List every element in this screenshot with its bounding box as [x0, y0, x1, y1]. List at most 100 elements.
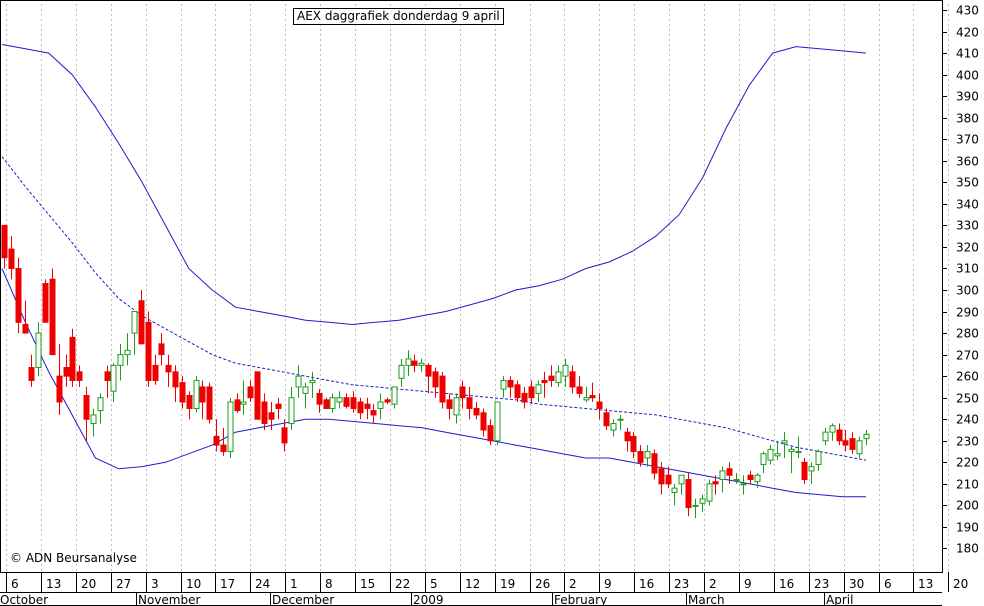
x-tick-label: 16	[779, 577, 794, 591]
candle-body-down	[630, 435, 637, 453]
candle-body-down	[603, 412, 610, 427]
candle-body-down	[801, 461, 808, 481]
candle	[589, 382, 596, 402]
candle	[446, 393, 453, 420]
candle	[576, 376, 583, 398]
y-tick-label: 270	[956, 349, 979, 363]
candle-body-down	[446, 399, 453, 409]
candle-body-down	[726, 468, 733, 476]
candle	[829, 423, 836, 441]
candle-body-down	[213, 435, 220, 446]
candle-body-up	[706, 483, 713, 502]
candle-body-down	[199, 386, 206, 403]
candle	[548, 365, 555, 387]
candle	[658, 462, 665, 495]
candle	[343, 393, 350, 409]
candle-body-down	[254, 371, 261, 420]
y-tick-label: 420	[956, 26, 979, 40]
candle	[562, 358, 569, 387]
candle-body-up	[733, 479, 740, 482]
candle-body-down	[165, 364, 172, 373]
candle	[781, 432, 788, 458]
candle	[152, 354, 159, 385]
candle-body-down	[473, 407, 480, 416]
candle	[179, 376, 186, 409]
candle-body-up	[767, 448, 774, 461]
candle	[22, 300, 29, 334]
candle	[254, 371, 261, 420]
candle	[603, 408, 610, 430]
candle-body-down	[42, 283, 49, 323]
candle	[815, 449, 822, 471]
candle	[500, 376, 507, 398]
candle-body-up	[692, 504, 699, 507]
candle-body-up	[610, 423, 617, 431]
candle-body-down	[275, 403, 282, 409]
candle	[186, 391, 193, 420]
candle-body-down	[459, 386, 466, 399]
candle-body-up	[240, 401, 247, 405]
candle-body-down	[206, 386, 213, 420]
y-tick-label: 340	[956, 198, 979, 212]
candle	[117, 343, 124, 381]
candle	[747, 470, 754, 484]
candle-body-up	[97, 397, 104, 412]
candle-body-up	[760, 453, 767, 465]
candle	[617, 414, 624, 430]
y-tick-label: 350	[956, 176, 979, 190]
candle-body-up	[418, 362, 425, 366]
candle	[35, 322, 42, 377]
candle-body-down	[281, 427, 288, 444]
candle	[719, 466, 726, 493]
candle-body-down	[548, 375, 555, 381]
candle	[336, 391, 343, 409]
bollinger-bands	[1, 44, 867, 498]
x-month-label: March	[688, 593, 725, 606]
candle-body-down	[220, 444, 227, 453]
candle	[302, 382, 309, 409]
candle	[288, 386, 295, 430]
candle-body-up	[829, 425, 836, 433]
candle-body-up	[583, 397, 590, 401]
candle	[63, 354, 70, 387]
y-tick-label: 390	[956, 90, 979, 104]
y-tick-label: 230	[956, 435, 979, 449]
candle-body-up	[774, 453, 781, 457]
candle-body-up	[193, 379, 200, 409]
candle-body-down	[49, 278, 56, 356]
candle-body-down	[589, 395, 596, 399]
candle-body-down	[466, 397, 473, 409]
candle-body-down	[152, 364, 159, 381]
candle	[712, 475, 719, 495]
candle	[131, 311, 138, 355]
y-tick-label: 310	[956, 262, 979, 276]
candle	[97, 393, 104, 424]
candle	[630, 432, 637, 458]
candle	[247, 380, 254, 402]
candle	[788, 445, 795, 474]
x-tick-label: 5	[430, 577, 438, 591]
y-tick-label: 240	[956, 413, 979, 427]
x-tick-label: 13	[46, 577, 61, 591]
y-tick-label: 180	[956, 542, 979, 556]
candle-body-down	[1, 224, 8, 259]
candle-body-down	[541, 379, 548, 384]
candle-body-down	[179, 382, 186, 403]
candle	[555, 365, 562, 387]
x-tick-label: 16	[639, 577, 654, 591]
x-month-label: November	[138, 593, 200, 606]
candle-body-up	[795, 451, 802, 454]
candle	[774, 440, 781, 461]
candle	[1, 224, 8, 269]
candle	[227, 397, 234, 458]
candle	[610, 419, 617, 437]
candle	[836, 423, 843, 446]
candle	[439, 371, 446, 409]
candle-body-up	[699, 498, 706, 504]
candle-body-down	[76, 371, 83, 381]
candle-body-down	[637, 451, 644, 463]
candle	[514, 380, 521, 402]
candle	[145, 311, 152, 387]
candle-body-down	[747, 474, 754, 481]
y-axis: 180 190 200 210 220 230 240 250 260 270 280 290 300 3…	[942, 4, 979, 556]
